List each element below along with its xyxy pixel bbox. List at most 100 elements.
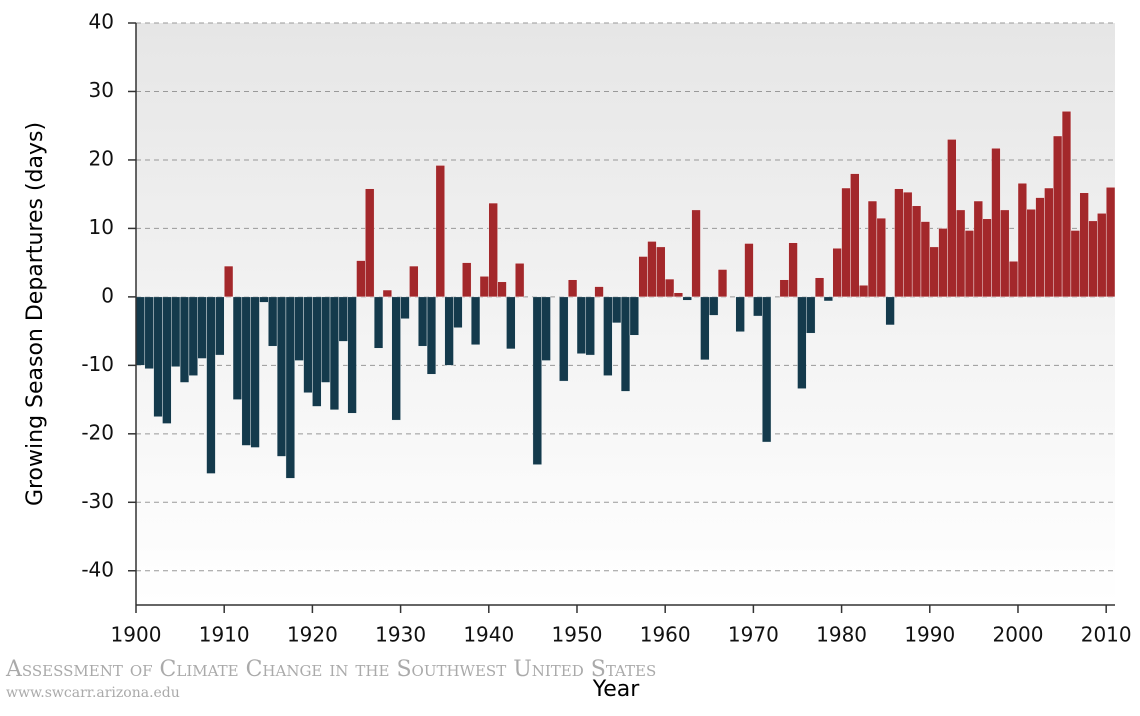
bar <box>656 246 666 298</box>
x-tick-label: 2010 <box>1081 623 1132 647</box>
bar <box>153 296 163 417</box>
bar <box>603 296 613 376</box>
bar <box>215 296 225 356</box>
bar <box>418 296 428 347</box>
bar <box>144 296 154 369</box>
bar <box>1008 261 1019 298</box>
bar <box>929 246 939 298</box>
bar <box>806 296 816 334</box>
bar <box>497 281 507 298</box>
bar <box>973 200 983 298</box>
bar <box>453 296 463 328</box>
x-tick-label: 1960 <box>640 623 691 647</box>
bar <box>735 296 745 333</box>
bar <box>691 209 701 298</box>
bar <box>365 188 375 298</box>
bar <box>885 296 895 326</box>
y-tick-label: -20 <box>81 420 114 444</box>
bar <box>894 188 904 298</box>
bar <box>788 242 798 298</box>
bar <box>647 241 657 298</box>
y-tick-label: -10 <box>81 352 114 376</box>
bar <box>338 296 348 342</box>
bar <box>1105 187 1116 298</box>
y-tick-label: 40 <box>89 10 114 34</box>
x-tick-label: 1990 <box>904 623 955 647</box>
bar <box>294 296 304 361</box>
bar <box>488 202 498 298</box>
bar <box>753 296 763 317</box>
bar <box>744 243 754 298</box>
bar <box>444 296 454 366</box>
url: www.swcarr.arizona.edu <box>6 685 180 701</box>
bar <box>664 278 675 298</box>
bar <box>1097 213 1107 298</box>
bar <box>841 187 851 298</box>
bar <box>462 262 472 298</box>
bar <box>612 296 622 324</box>
bar <box>506 296 516 350</box>
bar <box>515 263 525 298</box>
bar <box>1061 111 1072 298</box>
bar <box>426 296 437 375</box>
bar <box>717 269 728 298</box>
bar <box>938 228 948 298</box>
bar <box>576 296 587 354</box>
bar <box>964 230 975 298</box>
y-tick-label: -40 <box>81 557 114 581</box>
bar <box>179 296 190 383</box>
bar <box>876 217 886 298</box>
y-tick-label: 20 <box>89 146 114 170</box>
bar <box>409 265 419 298</box>
x-tick-label: 1970 <box>728 623 779 647</box>
bar <box>171 296 181 367</box>
bar <box>682 296 692 301</box>
bar <box>241 296 251 446</box>
bar <box>232 296 243 400</box>
bar <box>303 296 313 393</box>
y-tick-label: -30 <box>81 489 114 513</box>
bar <box>312 296 322 407</box>
bar <box>559 296 569 382</box>
bar <box>982 218 992 298</box>
y-tick-label: 0 <box>101 283 114 307</box>
x-tick-label: 1980 <box>816 623 867 647</box>
bar <box>638 256 648 298</box>
bar <box>567 279 578 298</box>
bar <box>1088 220 1098 298</box>
y-tick-label: 10 <box>89 215 114 239</box>
bar <box>268 296 278 347</box>
bar <box>532 296 542 465</box>
bar <box>823 296 833 302</box>
bar <box>709 296 719 316</box>
bar <box>391 296 401 421</box>
x-tick-label: 1950 <box>552 623 603 647</box>
bar <box>585 296 595 356</box>
bar <box>1017 183 1028 298</box>
x-axis-label: Year <box>592 677 641 702</box>
bar <box>435 165 445 298</box>
x-tick-label: 1920 <box>287 623 338 647</box>
bar <box>400 296 410 319</box>
bar <box>259 296 269 303</box>
bar <box>920 221 930 298</box>
bar <box>832 248 842 298</box>
bar <box>779 279 789 298</box>
bar <box>956 209 966 298</box>
bar <box>620 296 631 392</box>
source: Assessment of Climate Change in the Sout… <box>5 657 656 682</box>
bar <box>859 285 869 298</box>
bar <box>382 289 392 298</box>
bar <box>1026 209 1036 298</box>
x-tick-label: 1910 <box>199 623 250 647</box>
bar <box>867 200 878 298</box>
bar <box>162 296 172 424</box>
bar <box>594 286 604 298</box>
bar <box>250 296 260 448</box>
bar <box>206 296 216 474</box>
bar <box>347 296 357 414</box>
bar <box>1070 230 1080 298</box>
bar <box>991 148 1001 298</box>
bar <box>1053 135 1063 298</box>
bar <box>947 139 957 298</box>
